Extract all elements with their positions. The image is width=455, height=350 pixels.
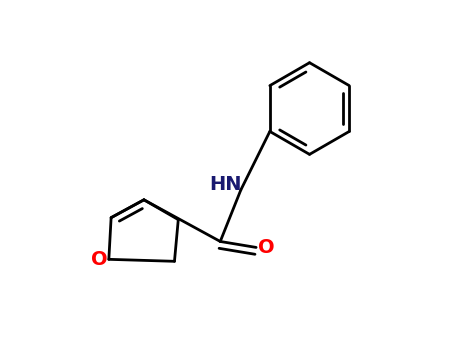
Text: O: O xyxy=(91,250,107,269)
Text: HN: HN xyxy=(209,175,242,194)
Text: O: O xyxy=(258,238,275,257)
